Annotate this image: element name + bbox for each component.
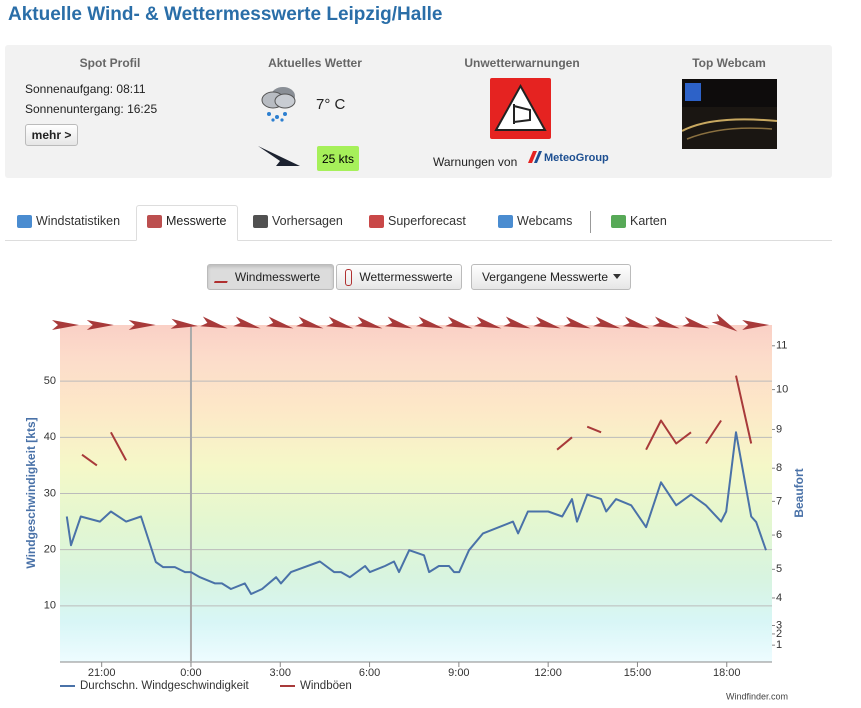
page-title: Aktuelle Wind- & Wettermesswerte Leipzig… [8, 4, 443, 25]
wind-direction-arrow [503, 316, 531, 329]
tab[interactable]: Messwerte [166, 214, 227, 228]
panel-title: Unwetterwarnungen [464, 56, 580, 70]
wind-direction-arrow [170, 318, 198, 329]
wind-direction-arrow [563, 316, 591, 329]
tab-icon [253, 215, 268, 228]
sunset: Sonnenuntergang: 16:25 [25, 102, 158, 116]
y2-tick-label: 11 [776, 340, 787, 352]
tab[interactable]: Webcams [517, 214, 573, 228]
wind-direction-arrow [474, 316, 502, 329]
y-axis-label: Windgeschwindigkeit [kts] [24, 417, 38, 568]
x-tick-label: 6:00 [359, 667, 380, 679]
y2-tick-label: 7 [776, 495, 782, 507]
x-tick-label: 3:00 [270, 667, 291, 679]
temperature: 7° C [316, 96, 346, 113]
sunrise: Sonnenaufgang: 08:11 [25, 82, 146, 96]
wind-arrow [258, 146, 300, 166]
series-line [65, 431, 767, 595]
y-tick-label: 40 [44, 431, 56, 443]
wind-direction-arrow [266, 316, 294, 329]
series-line [81, 375, 753, 467]
y2-axis-label: Beaufort [792, 468, 806, 517]
wind-direction-arrow [593, 316, 621, 329]
wind-direction-arrow [52, 320, 79, 330]
y-tick-label: 50 [44, 375, 56, 387]
y2-tick-label: 2 [776, 628, 782, 640]
wind-direction-arrow [296, 316, 324, 329]
sub-button[interactable]: Wettermesswerte [336, 264, 462, 290]
credit: Windfinder.com [726, 691, 788, 701]
y2-tick-label: 10 [776, 383, 788, 395]
y-tick-label: 30 [44, 487, 56, 499]
wind-direction-arrow [385, 316, 413, 329]
wind-direction-arrow [711, 313, 738, 332]
wind-direction-arrow [533, 316, 561, 329]
provider: MeteoGroup [544, 152, 609, 164]
chart: Windgeschwindigkeit [kts] Beaufort Windf… [24, 313, 806, 701]
x-tick-label: 18:00 [713, 667, 741, 679]
y-tick-label: 20 [44, 544, 56, 556]
tab-icon [611, 215, 626, 228]
provider-logo [528, 151, 542, 163]
wind-direction-arrow [355, 316, 383, 329]
tab[interactable]: Windstatistiken [36, 214, 121, 228]
panel-title: Aktuelles Wetter [268, 56, 362, 70]
tab-icon [498, 215, 513, 228]
x-tick-label: 0:00 [180, 667, 201, 679]
tab[interactable]: Superforecast [388, 214, 466, 228]
legend-label: Windböen [300, 680, 352, 692]
tab-icon [369, 215, 384, 228]
y2-tick-label: 1 [776, 639, 782, 651]
weather-icon [261, 87, 296, 122]
tab-separator [590, 211, 591, 233]
wind-direction-arrow [416, 316, 444, 329]
wind-direction-arrow [652, 316, 680, 329]
more-button[interactable]: mehr > [25, 124, 78, 146]
provider-text: Warnungen von [433, 155, 518, 169]
wind-direction-arrow [622, 316, 650, 329]
x-tick-label: 9:00 [448, 667, 469, 679]
dropdown-caret [613, 274, 621, 279]
wind-direction-arrow [233, 316, 261, 329]
legend-label: Durchschn. Windgeschwindigkeit [80, 680, 250, 692]
tab[interactable]: Vorhersagen [272, 214, 343, 228]
tab[interactable]: Karten [630, 214, 667, 228]
x-tick-label: 15:00 [624, 667, 652, 679]
tab-icon [17, 215, 32, 228]
wind-speed-badge: 25 kts [317, 146, 359, 171]
wind-direction-arrow [326, 316, 354, 329]
tab-bar [5, 240, 832, 241]
wind-direction-arrow [445, 316, 473, 329]
sub-button[interactable]: Vergangene Messwerte [471, 264, 631, 290]
y2-tick-label: 8 [776, 462, 782, 474]
wind-direction-arrow [86, 320, 114, 330]
wind-direction-arrow [682, 316, 710, 329]
y2-tick-label: 4 [776, 592, 782, 604]
button-icon [345, 269, 352, 286]
x-tick-label: 21:00 [88, 667, 116, 679]
y2-tick-label: 5 [776, 563, 782, 575]
warning-icon [490, 78, 551, 139]
wind-direction-arrow [200, 316, 228, 329]
wind-direction-arrow [742, 320, 770, 330]
y2-tick-label: 6 [776, 529, 782, 541]
y-tick-label: 10 [44, 600, 56, 612]
x-tick-label: 12:00 [534, 667, 562, 679]
y2-tick-label: 3 [776, 619, 782, 631]
wind-direction-arrow [128, 320, 156, 330]
webcam-image[interactable] [682, 79, 777, 149]
active-tab-box [136, 205, 238, 241]
y2-tick-label: 9 [776, 423, 782, 435]
panel-title: Spot Profil [79, 56, 141, 70]
panel-title: Top Webcam [692, 56, 766, 70]
tab-icon [147, 215, 162, 228]
sub-button[interactable]: Windmesswerte [207, 264, 334, 290]
